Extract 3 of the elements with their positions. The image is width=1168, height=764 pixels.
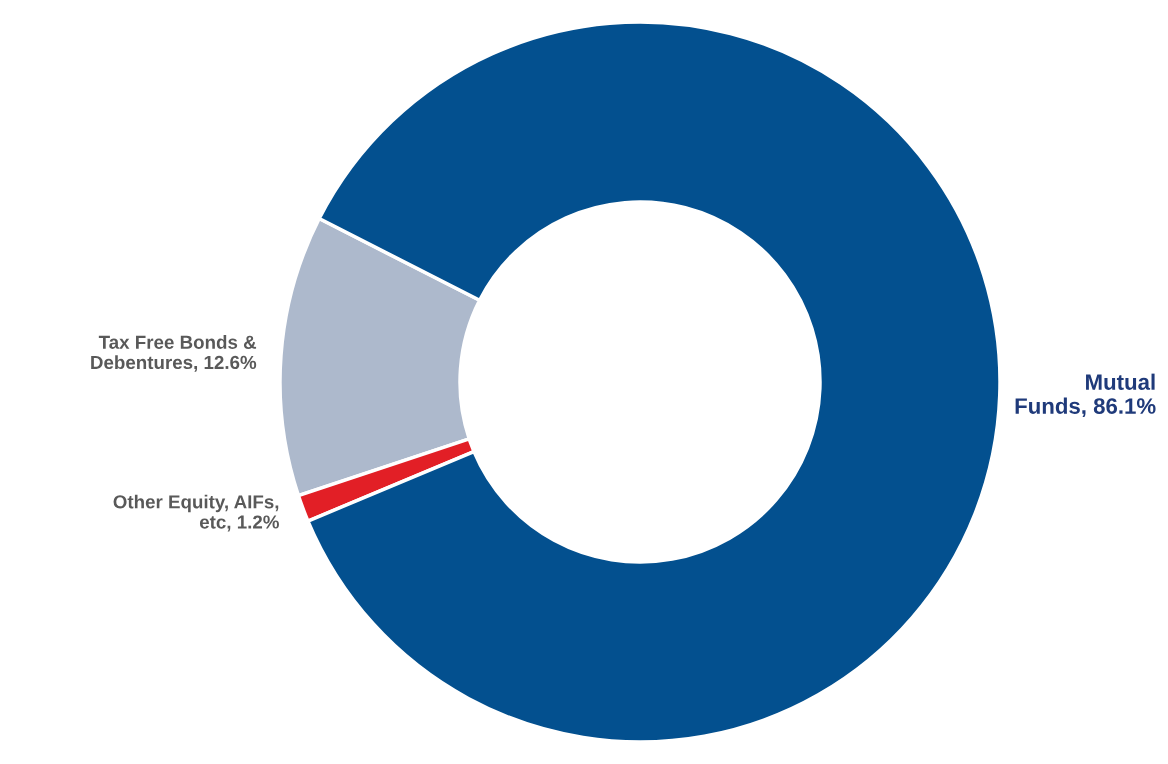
slice-label: Other Equity, AIFs, etc, 1.2% <box>113 494 279 532</box>
slice-label: Mutual Funds, 86.1% <box>1015 373 1156 418</box>
slice-label: Tax Free Bonds & Debentures, 12.6% <box>91 335 257 372</box>
